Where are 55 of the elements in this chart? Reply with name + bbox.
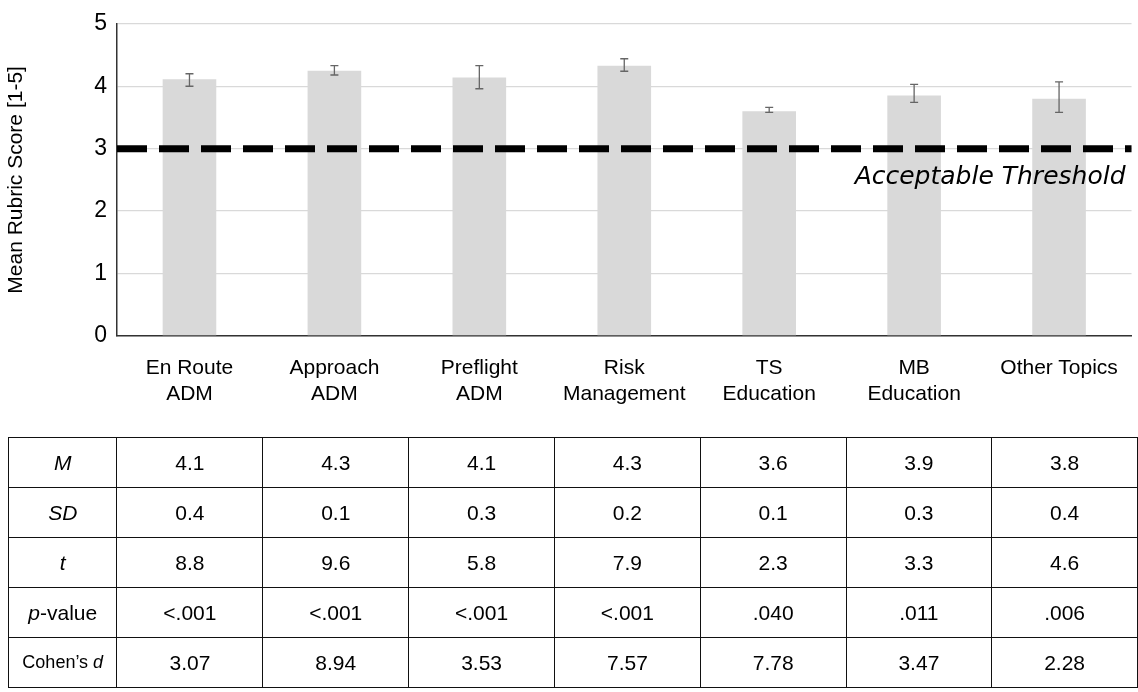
x-tick-label: Approach ADM	[289, 355, 380, 404]
text: 3.3	[846, 537, 992, 588]
text: 0.1	[262, 487, 409, 538]
data-label: 4.3	[554, 437, 701, 488]
x-tick-label: TS Education	[722, 355, 816, 404]
text: 3.47	[846, 637, 992, 688]
y-tick-label: 2	[94, 196, 107, 223]
text: 9.6	[262, 537, 409, 588]
text: 0.1	[700, 487, 847, 538]
text: .006	[991, 587, 1138, 638]
y-tick-label: 5	[94, 9, 107, 36]
x-tick-label: MB Education	[867, 355, 961, 404]
text: .011	[846, 587, 992, 638]
text: 7.78	[700, 637, 847, 688]
y-tick-label: 0	[94, 321, 107, 348]
text: 5.8	[408, 537, 555, 588]
data-label: 4.1	[116, 437, 263, 488]
data-label: 4.1	[408, 437, 555, 488]
text: 8.8	[116, 537, 263, 588]
text: <.001	[116, 587, 263, 638]
text: 4.6	[991, 537, 1138, 588]
text: Cohen’s d	[8, 637, 117, 688]
text: 0.4	[116, 487, 263, 538]
data-label: 3.9	[846, 437, 992, 488]
y-tick-label: 1	[94, 258, 107, 285]
text: 7.9	[554, 537, 701, 588]
text: p-value	[8, 587, 117, 638]
text: 7.57	[554, 637, 701, 688]
y-axis-title: Mean Rubric Score [1-5]	[3, 66, 27, 294]
x-tick-label: Preflight ADM	[440, 355, 519, 404]
text: 0.4	[991, 487, 1138, 538]
text: 2.28	[991, 637, 1138, 688]
text: 8.94	[262, 637, 409, 688]
x-tick-label: En Route ADM	[145, 355, 234, 404]
text: SD	[48, 500, 78, 524]
data-label: 3.6	[700, 437, 847, 488]
data-label: 4.3	[262, 437, 409, 488]
text: .040	[700, 587, 847, 638]
text: 2.3	[700, 537, 847, 588]
text: <.001	[408, 587, 555, 638]
text: <.001	[262, 587, 409, 638]
data-label: 3.8	[991, 437, 1138, 488]
text: 3.53	[408, 637, 555, 688]
y-tick-label: 4	[94, 71, 108, 98]
ref-line-label: Acceptable Threshold	[852, 160, 1126, 190]
x-tick-label: Other Topics	[1000, 355, 1118, 379]
text: M	[53, 450, 72, 474]
x-tick-label: Risk Management	[562, 355, 686, 404]
text: 0.2	[554, 487, 701, 538]
text: t	[59, 550, 66, 574]
text: 0.3	[846, 487, 992, 538]
text: <.001	[554, 587, 701, 638]
text: 0.3	[408, 487, 555, 538]
y-tick-label: 3	[94, 134, 107, 161]
text: 3.07	[116, 637, 263, 688]
